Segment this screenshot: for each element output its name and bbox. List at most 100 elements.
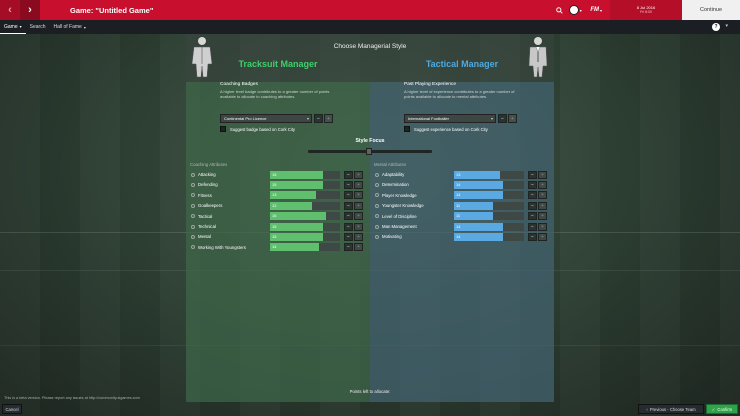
attribute-bar: 16	[270, 212, 340, 221]
attribute-bar-fill	[270, 191, 316, 200]
back-button[interactable]: ‹	[0, 0, 20, 20]
attribute-increase-button[interactable]: +	[538, 180, 547, 189]
help-button[interactable]: ?	[712, 23, 720, 31]
attribute-decrease-button[interactable]: −	[528, 201, 537, 210]
plus-icon: +	[327, 115, 330, 122]
info-icon[interactable]	[191, 203, 195, 208]
chevron-down-icon: ▾	[579, 7, 582, 13]
game-title: Game: "Untitled Game"	[70, 5, 154, 15]
attribute-decrease-button[interactable]: −	[528, 222, 537, 231]
experience-decrease-button[interactable]: −	[498, 114, 507, 123]
attribute-increase-button[interactable]: +	[538, 170, 547, 179]
badge-increase-button[interactable]: +	[324, 114, 333, 123]
attribute-decrease-button[interactable]: −	[344, 222, 353, 231]
style-focus-slider-handle[interactable]	[366, 148, 372, 155]
attribute-increase-button[interactable]: +	[354, 191, 363, 200]
attribute-increase-button[interactable]: +	[354, 201, 363, 210]
playing-experience-select[interactable]: International Footballer ▾	[404, 114, 496, 123]
attribute-bar: 15	[270, 232, 340, 241]
attribute-value: 14	[456, 181, 461, 187]
attribute-increase-button[interactable]: +	[354, 232, 363, 241]
attribute-increase-button[interactable]: +	[354, 222, 363, 231]
attribute-increase-button[interactable]: +	[538, 201, 547, 210]
menu-search[interactable]: Search	[26, 20, 50, 34]
attribute-decrease-button[interactable]: −	[344, 170, 353, 179]
info-icon[interactable]	[375, 203, 379, 208]
attribute-decrease-button[interactable]: −	[344, 243, 353, 252]
tactical-section-bg	[370, 82, 554, 402]
attribute-increase-button[interactable]: +	[538, 212, 547, 221]
info-icon[interactable]	[375, 182, 379, 187]
info-icon[interactable]	[191, 224, 195, 229]
club-menu-button[interactable]: ▾	[566, 0, 584, 20]
attribute-increase-button[interactable]: +	[538, 222, 547, 231]
date-display[interactable]: 8 Jul 2016 Fri 8:00	[610, 0, 682, 20]
attribute-increase-button[interactable]: +	[538, 232, 547, 241]
info-icon[interactable]	[375, 214, 379, 219]
attribute-decrease-button[interactable]: −	[344, 232, 353, 241]
attribute-decrease-button[interactable]: −	[344, 180, 353, 189]
experience-increase-button[interactable]: +	[508, 114, 517, 123]
suggest-badge-checkbox[interactable]: Suggest badge based on Cork City	[220, 126, 295, 132]
previous-button[interactable]: ‹ Previous - Choose Team	[638, 404, 704, 414]
menu-hall-of-fame[interactable]: Hall of Fame ▾	[49, 20, 89, 34]
attribute-decrease-button[interactable]: −	[528, 170, 537, 179]
badge-decrease-button[interactable]: −	[314, 114, 323, 123]
attribute-value: 11	[456, 202, 461, 208]
checkbox-icon	[220, 126, 226, 132]
attribute-value: 15	[272, 181, 277, 187]
attribute-bar-fill	[454, 232, 503, 241]
attribute-value: 14	[456, 192, 461, 198]
fm-logo[interactable]: FM	[590, 7, 599, 13]
chevron-down-icon: ▾	[19, 24, 22, 29]
menu-game[interactable]: Game ▾	[0, 20, 26, 34]
attribute-increase-button[interactable]: +	[354, 243, 363, 252]
style-focus-slider[interactable]	[308, 148, 432, 155]
info-icon[interactable]	[375, 172, 379, 177]
attribute-value: 14	[456, 223, 461, 229]
attribute-bar: 13	[270, 191, 340, 200]
cancel-button[interactable]: Cancel	[2, 404, 22, 414]
coaching-badge-value: Continental Pro Licence	[224, 116, 267, 121]
forward-button[interactable]: ›	[20, 0, 40, 20]
attribute-bar: 14	[270, 243, 340, 252]
attribute-bar: 11	[454, 201, 524, 210]
info-icon[interactable]	[375, 224, 379, 229]
attribute-decrease-button[interactable]: −	[344, 191, 353, 200]
attribute-row: Goalkeepers	[191, 201, 222, 210]
attribute-row: Attacking	[191, 170, 216, 179]
attribute-increase-button[interactable]: +	[538, 191, 547, 200]
chevron-down-icon[interactable]: ▾	[725, 23, 728, 29]
attribute-decrease-button[interactable]: −	[528, 180, 537, 189]
attribute-increase-button[interactable]: +	[354, 170, 363, 179]
info-icon[interactable]	[191, 193, 195, 198]
attribute-bar-fill	[270, 170, 323, 179]
continue-button[interactable]: Continue	[682, 0, 740, 20]
mental-attributes-heading: Mental Attributes	[374, 162, 407, 167]
attribute-row: Technical	[191, 222, 216, 231]
info-icon[interactable]	[191, 172, 195, 177]
search-button[interactable]	[552, 0, 566, 20]
attribute-increase-button[interactable]: +	[354, 212, 363, 221]
suggest-badge-label: Suggest badge based on Cork City	[230, 126, 295, 132]
info-icon[interactable]	[191, 234, 195, 239]
confirm-button[interactable]: ✓ Confirm	[706, 404, 738, 414]
attribute-row: Player Knowledge	[375, 191, 417, 200]
attribute-decrease-button[interactable]: −	[528, 212, 537, 221]
attribute-increase-button[interactable]: +	[354, 180, 363, 189]
attribute-decrease-button[interactable]: −	[344, 212, 353, 221]
suggest-experience-checkbox[interactable]: Suggest experience based on Cork City	[404, 126, 488, 132]
attribute-decrease-button[interactable]: −	[344, 201, 353, 210]
attribute-label: Adaptability	[382, 172, 405, 177]
attribute-value: 12	[272, 202, 277, 208]
info-icon[interactable]	[191, 214, 195, 219]
coaching-badge-select[interactable]: Continental Pro Licence ▾	[220, 114, 312, 123]
info-icon[interactable]	[375, 234, 379, 239]
attribute-decrease-button[interactable]: −	[528, 232, 537, 241]
attribute-bar: 14	[454, 180, 524, 189]
info-icon[interactable]	[191, 182, 195, 187]
info-icon[interactable]	[191, 245, 195, 250]
attribute-value: 11	[456, 213, 461, 219]
info-icon[interactable]	[375, 193, 379, 198]
attribute-decrease-button[interactable]: −	[528, 191, 537, 200]
